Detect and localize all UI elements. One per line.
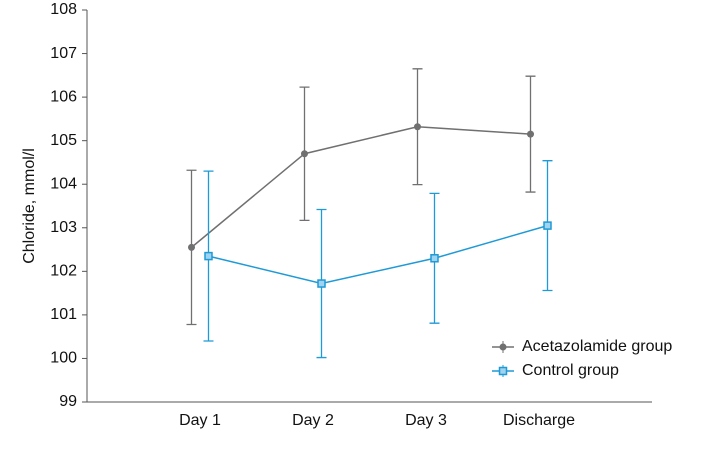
series-line — [191, 125, 531, 248]
legend-label: Control group — [522, 362, 619, 379]
marker — [499, 343, 507, 351]
y-tick-label: 100 — [50, 350, 77, 367]
y-tick-label: 108 — [50, 1, 77, 18]
series-line — [208, 224, 548, 285]
x-tick-label: Discharge — [503, 412, 575, 429]
y-tick-label: 102 — [50, 263, 77, 280]
x-tick-label: Day 2 — [292, 412, 334, 429]
marker — [301, 150, 308, 158]
y-tick-label: 107 — [50, 45, 77, 62]
y-tick-label: 99 — [59, 393, 77, 410]
marker — [543, 221, 552, 230]
legend-label: Acetazolamide group — [522, 338, 672, 355]
y-tick-label: 103 — [50, 219, 77, 236]
marker — [498, 366, 508, 376]
marker — [317, 279, 326, 288]
y-tick-label: 105 — [50, 132, 77, 149]
marker — [204, 251, 213, 261]
marker — [527, 130, 534, 138]
x-tick-label: Day 3 — [405, 412, 447, 429]
marker — [414, 123, 421, 131]
y-tick-label: 104 — [50, 175, 77, 192]
y-tick-label: 101 — [50, 306, 77, 323]
x-tick-label: Day 1 — [179, 412, 221, 429]
y-axis-label: Chloride, mmol/l — [21, 148, 38, 264]
y-tick-label: 106 — [50, 88, 77, 105]
marker — [188, 243, 195, 251]
marker — [430, 254, 439, 263]
